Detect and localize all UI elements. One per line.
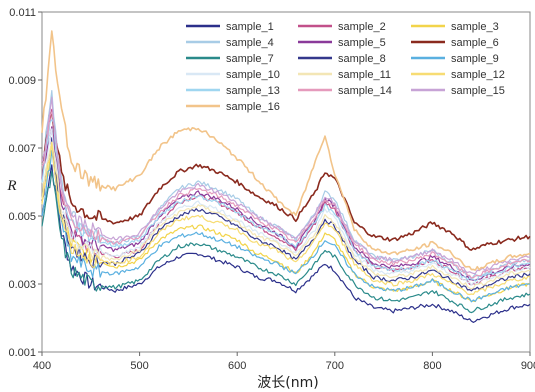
series-line-sample-11 xyxy=(41,141,531,290)
legend-label: sample_3 xyxy=(451,21,499,33)
gridlines xyxy=(38,11,531,356)
legend-item-sample-3: sample_3 xyxy=(411,21,499,33)
series-line-sample-12 xyxy=(41,141,531,296)
legend-item-sample-6: sample_6 xyxy=(411,37,499,49)
legend-label: sample_7 xyxy=(226,53,274,65)
legend-item-sample-7: sample_7 xyxy=(186,53,274,65)
series-line-sample-8 xyxy=(41,137,531,292)
legend: sample_1 sample_2 sample_3 sample_4 sample_5… xyxy=(186,21,505,113)
legend-item-sample-1: sample_1 xyxy=(186,21,274,33)
series-line-sample-14 xyxy=(41,111,531,279)
legend-item-sample-16: sample_16 xyxy=(186,101,280,113)
x-axis-label: 波长(nm) xyxy=(257,375,318,391)
series-line-sample-10 xyxy=(41,128,531,286)
legend-label: sample_13 xyxy=(226,85,280,97)
legend-label: sample_5 xyxy=(338,37,386,49)
legend-item-sample-8: sample_8 xyxy=(298,53,386,65)
legend-item-sample-2: sample_2 xyxy=(298,21,386,33)
y-tick-label: 0.007 xyxy=(8,143,36,155)
y-tick-label: 0.009 xyxy=(8,75,36,87)
legend-label: sample_4 xyxy=(226,37,274,49)
x-tick-label: 700 xyxy=(326,360,344,372)
legend-label: sample_1 xyxy=(226,21,274,33)
legend-item-sample-15: sample_15 xyxy=(411,85,505,97)
y-tick-label: 0.003 xyxy=(8,279,36,291)
legend-item-sample-13: sample_13 xyxy=(186,85,280,97)
legend-label: sample_6 xyxy=(451,37,499,49)
legend-item-sample-5: sample_5 xyxy=(298,37,386,49)
y-axis-label: R xyxy=(6,178,16,194)
legend-label: sample_8 xyxy=(338,53,386,65)
y-tick-label: 0.005 xyxy=(8,211,36,223)
x-tick-label: 400 xyxy=(33,360,51,372)
plot-area xyxy=(38,11,531,356)
y-tick-label: 0.001 xyxy=(8,347,36,359)
legend-item-sample-11: sample_11 xyxy=(298,69,391,81)
legend-label: sample_16 xyxy=(226,101,280,113)
series-lines xyxy=(41,30,531,323)
series-line-sample-13 xyxy=(41,119,531,282)
x-tick-label: 500 xyxy=(130,360,148,372)
legend-label: sample_2 xyxy=(338,21,386,33)
legend-label: sample_14 xyxy=(338,85,392,97)
x-tick-label: 900 xyxy=(521,360,535,372)
series-line-sample-9 xyxy=(41,149,531,303)
x-tick-labels: 400 500 600 700 800 900 xyxy=(33,360,535,372)
series-line-sample-15 xyxy=(41,96,531,275)
y-tick-label: 0.011 xyxy=(9,7,36,19)
x-tick-label: 600 xyxy=(228,360,246,372)
series-line-sample-16 xyxy=(41,30,531,271)
legend-item-sample-14: sample_14 xyxy=(298,85,392,97)
y-tick-labels: 0.001 0.003 0.005 0.007 0.009 0.011 xyxy=(8,7,36,359)
legend-item-sample-12: sample_12 xyxy=(411,69,505,81)
legend-label: sample_11 xyxy=(338,69,391,81)
legend-item-sample-4: sample_4 xyxy=(186,37,274,49)
legend-label: sample_9 xyxy=(451,53,499,65)
legend-item-sample-10: sample_10 xyxy=(186,69,280,81)
legend-label: sample_12 xyxy=(451,69,505,81)
x-tick-label: 800 xyxy=(423,360,441,372)
series-line-sample-7 xyxy=(41,170,531,314)
legend-label: sample_10 xyxy=(226,69,280,81)
legend-item-sample-9: sample_9 xyxy=(411,53,499,65)
series-line-sample-1 xyxy=(41,164,531,323)
series-line-sample-6 xyxy=(41,111,531,251)
legend-label: sample_15 xyxy=(451,85,505,97)
